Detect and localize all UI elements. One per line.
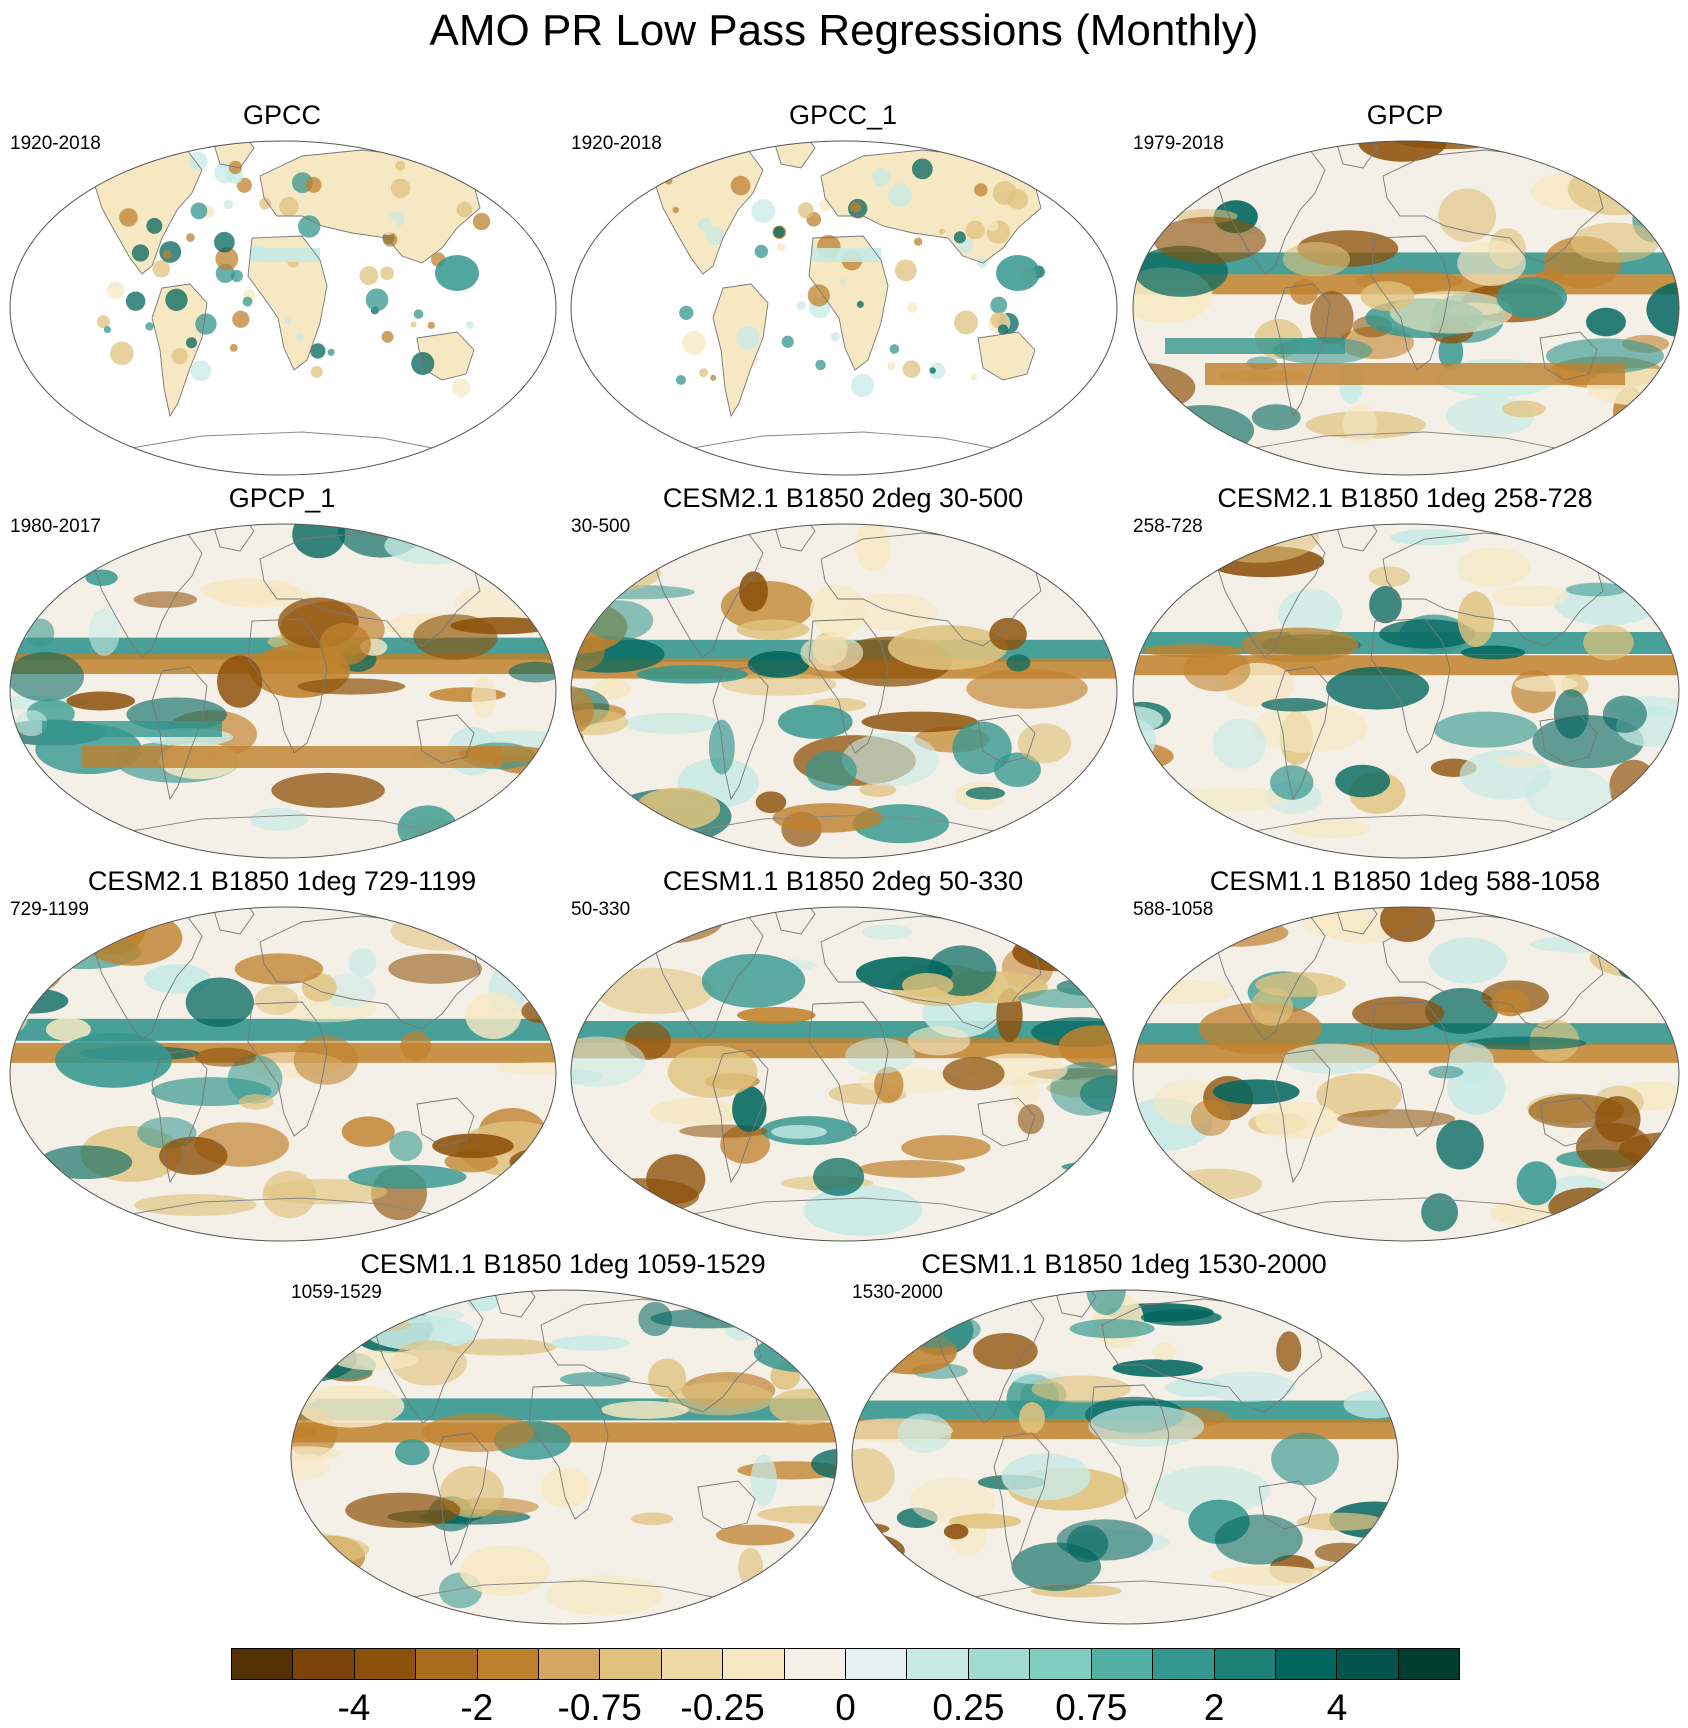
panel-title: CESM2.1 B1850 2deg 30-500: [662, 483, 1024, 513]
colorbar: [231, 1648, 1460, 1680]
panel-title: GPCP_1: [228, 483, 336, 513]
map-panel: CESM1.1 B1850 1deg 1530-2000 1530-2000: [844, 1247, 1404, 1627]
colorbar-swatch: [1398, 1649, 1460, 1679]
colorbar-swatch: [661, 1649, 724, 1679]
panel-title: CESM1.1 B1850 1deg 1059-1529: [360, 1249, 766, 1279]
colorbar-tick-label: 2: [1203, 1687, 1225, 1728]
colorbar-swatch: [846, 1649, 908, 1679]
colorbar-tick-label: 0.25: [932, 1687, 1005, 1728]
panel-period: 1059-1529: [291, 1282, 382, 1303]
panel-title: CESM1.1 B1850 1deg 1530-2000: [921, 1249, 1327, 1279]
world-map: [570, 140, 1118, 476]
panel-period: 30-500: [571, 516, 631, 537]
panel-period: 1979-2018: [1133, 133, 1224, 154]
colorbar-swatch: [600, 1649, 662, 1679]
colorbar-tick-label: -2: [460, 1687, 494, 1728]
world-map: [1132, 523, 1680, 859]
world-map: [1132, 140, 1680, 476]
panel-period: 588-1058: [1133, 899, 1214, 920]
world-map: [9, 140, 557, 476]
world-map: [570, 906, 1118, 1242]
map-panel: CESM1.1 B1850 1deg 1059-1529 1059-1529: [283, 1247, 843, 1627]
panel-period: 729-1199: [10, 899, 89, 920]
map-panel: CESM2.1 B1850 1deg 258-728 258-728: [1125, 481, 1685, 861]
colorbar-swatch: [1030, 1649, 1092, 1679]
map-panel: CESM2.1 B1850 1deg 729-1199 729-1199: [2, 864, 562, 1244]
map-panel: GPCC_1 1920-2018: [563, 98, 1123, 478]
panel-title: GPCP: [1366, 100, 1444, 130]
panel-period: 50-330: [571, 899, 631, 920]
colorbar-tick-label: 0.75: [1055, 1687, 1128, 1728]
panel-title: GPCC_1: [788, 100, 898, 130]
colorbar-swatch: [416, 1649, 478, 1679]
colorbar-swatch: [1275, 1649, 1338, 1679]
map-panel: CESM2.1 B1850 2deg 30-500 30-500: [563, 481, 1123, 861]
colorbar-swatch: [1337, 1649, 1399, 1679]
world-map: [570, 523, 1118, 859]
map-panel: CESM1.1 B1850 2deg 50-330 50-330: [563, 864, 1123, 1244]
panel-period: 1980-2017: [10, 516, 101, 537]
colorbar-tick-label: -0.25: [680, 1687, 765, 1728]
panel-period: 1530-2000: [852, 1282, 943, 1303]
colorbar-swatch: [723, 1649, 785, 1679]
panel-title: CESM1.1 B1850 1deg 588-1058: [1209, 866, 1601, 896]
world-map: [9, 523, 557, 859]
colorbar-swatch: [784, 1649, 847, 1679]
panel-period: 258-728: [1133, 516, 1203, 537]
colorbar-tick-label: -4: [337, 1687, 371, 1728]
world-map: [290, 1289, 838, 1625]
world-map: [9, 906, 557, 1242]
colorbar-tick-label: 0: [835, 1687, 856, 1728]
main-title: AMO PR Low Pass Regressions (Monthly): [429, 6, 1259, 55]
colorbar-tick-label: -0.75: [557, 1687, 642, 1728]
world-map: [1132, 906, 1680, 1242]
panel-period: 1920-2018: [10, 133, 101, 154]
panel-title: GPCC: [242, 100, 321, 130]
colorbar-swatch: [539, 1649, 601, 1679]
panel-period: 1920-2018: [571, 133, 662, 154]
colorbar-swatch: [293, 1649, 355, 1679]
panel-title: CESM2.1 B1850 1deg 258-728: [1217, 483, 1593, 513]
map-panel: CESM1.1 B1850 1deg 588-1058 588-1058: [1125, 864, 1685, 1244]
colorbar-tick-label: 4: [1326, 1687, 1348, 1728]
world-map: [851, 1289, 1399, 1625]
colorbar-swatch: [232, 1649, 294, 1679]
colorbar-swatch: [477, 1649, 540, 1679]
colorbar-swatch: [354, 1649, 417, 1679]
colorbar-swatch: [1091, 1649, 1154, 1679]
colorbar-swatch: [907, 1649, 969, 1679]
map-panel: GPCP 1979-2018: [1125, 98, 1685, 478]
map-panel: GPCC 1920-2018: [2, 98, 562, 478]
map-panel: GPCP_1 1980-2017: [2, 481, 562, 861]
panel-title: CESM2.1 B1850 1deg 729-1199: [87, 866, 477, 896]
colorbar-swatch: [968, 1649, 1031, 1679]
panel-title: CESM1.1 B1850 2deg 50-330: [662, 866, 1024, 896]
colorbar-swatch: [1214, 1649, 1276, 1679]
colorbar-swatch: [1153, 1649, 1215, 1679]
